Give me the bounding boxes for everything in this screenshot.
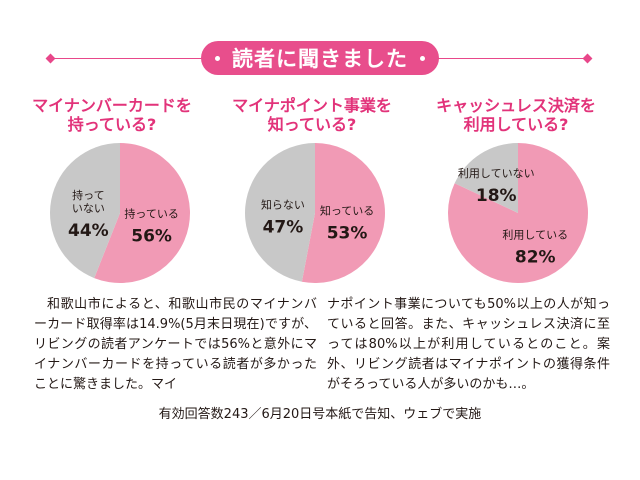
pie-slice [245,143,315,282]
question-my-point: マイナポイント事業を 知っている? [207,96,417,134]
banner-dot-left [215,55,220,61]
banner-dot-right [420,55,425,61]
pie-slice-label: いない [72,202,105,215]
pie-slice-label: 利用していない [458,167,535,180]
header-rule-left [54,58,202,59]
header-ornament-right [582,53,593,64]
question-line: マイナンバーカードを [32,96,192,115]
pie-chart-my-point: 知っている 53% 知らない 47% [245,143,386,283]
pie-slice-value: 53% [327,224,368,244]
question-line: 利用している? [463,115,569,134]
page-title: 読者に聞きました [232,47,408,71]
pie-slice-label: 知らない [261,197,305,211]
pie-chart-cashless: 利用している 82% 利用していない 18% [448,143,588,283]
pie-slice-label: 持っている [124,207,178,221]
pie-slice [94,143,190,283]
pie-slice-label: 利用している [502,229,568,242]
pie-slice [49,143,120,279]
question-line: キャッシュレス決済を [436,96,596,115]
article-column-left: 和歌山市によると、和歌山市民のマイナンバーカード取得率は14.9%(5月末日現在… [34,297,317,392]
pie-slice-value: 47% [263,217,304,237]
header-rule-right [438,58,588,59]
pie-slice [301,143,386,283]
pie-slice-label: 知っている [320,204,374,218]
question-cashless: キャッシュレス決済を 利用している? [411,96,621,134]
pie-slice-value: 18% [476,186,517,206]
pie-slice [454,143,518,213]
pie-slice-value: 44% [68,221,109,241]
question-my-number-card: マイナンバーカードを 持っている? [7,96,217,134]
pie-slice-value: 56% [131,227,172,247]
question-line: マイナポイント事業を [232,96,392,115]
survey-footnote: 有効回答数243／6月20日号本紙で告知、ウェブで実施 [158,407,482,422]
question-line: 持っている? [67,115,157,134]
question-line: 知っている? [267,115,357,134]
pie-slice-value: 82% [515,248,556,268]
pie-slice-label: 持って [72,188,104,202]
article-column-right: ナポイント事業についても50%以上の人が知っていると回答。また、キャッシュレス決… [327,297,610,392]
header-banner: 読者に聞きました [201,41,439,75]
